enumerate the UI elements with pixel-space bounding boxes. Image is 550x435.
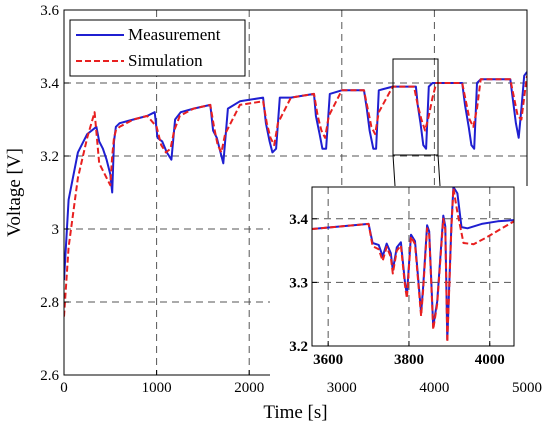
main-x-tick-label: 2000	[234, 380, 264, 396]
inset-plot-frame	[311, 186, 515, 347]
main-x-tick-label: 4000	[419, 380, 449, 396]
inset-x-tick-label: 4000	[475, 352, 505, 368]
x-axis-label: Time [s]	[263, 402, 327, 423]
main-y-tick-label: 3.4	[40, 76, 59, 92]
main-series-simulation	[64, 75, 527, 317]
inset-y-tick-label: 3.4	[289, 212, 308, 228]
main-y-tick-label: 2.6	[40, 368, 59, 384]
legend-box	[69, 19, 246, 77]
main-series-group	[64, 71, 527, 317]
legend-label-measurement: Measurement	[128, 25, 221, 44]
inset-ticks: 3600 3800 4000 3.2 3.3 3.4	[289, 212, 505, 368]
inset-background	[270, 186, 543, 379]
legend-label-simulation: Simulation	[128, 51, 203, 70]
main-y-tick-label: 3.2	[40, 149, 59, 165]
main-x-tick-label: 0	[60, 380, 68, 396]
main-x-tick-label: 5000	[512, 380, 542, 396]
legend: Measurement Simulation	[69, 19, 246, 77]
zoom-connector-right	[437, 154, 441, 187]
inset-y-tick-label: 3.3	[289, 275, 308, 291]
inset-y-tick-label: 3.2	[289, 339, 308, 355]
y-axis-label: Voltage [V]	[4, 148, 25, 237]
inset-series-measurement	[312, 187, 514, 341]
zoom-connector-left	[392, 154, 396, 187]
inset-x-tick-label: 3600	[313, 352, 343, 368]
inset-x-tick-label: 3800	[394, 352, 424, 368]
main-series-measurement	[64, 71, 527, 281]
main-x-tick-label: 3000	[327, 380, 357, 396]
inset-grid	[312, 187, 514, 346]
inset-series-simulation	[312, 187, 514, 344]
main-x-tick-label: 1000	[142, 380, 172, 396]
main-ticks: 0 1000 2000 3000 4000 5000 2.6 2.8 3 3.2 3.4 3.6	[40, 3, 542, 396]
zoom-region-box	[392, 58, 439, 156]
main-y-tick-label: 3	[52, 222, 60, 238]
inset-series-group	[312, 187, 514, 344]
main-y-tick-label: 3.6	[40, 3, 59, 19]
inset-plot: 3600 3800 4000 3.2 3.3 3.4	[270, 186, 543, 379]
main-y-tick-label: 2.8	[40, 295, 59, 311]
